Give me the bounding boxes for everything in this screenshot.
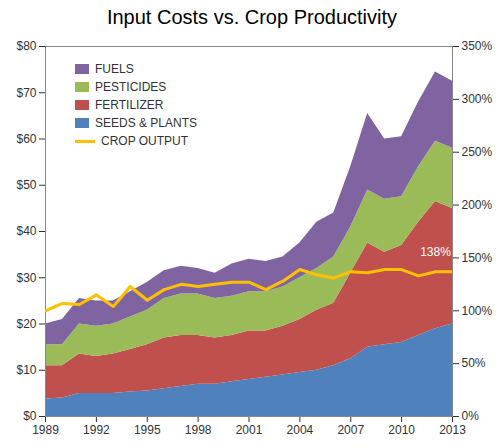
html-text:FERTILIZER: FERTILIZER (95, 98, 164, 112)
svg-text:$10: $10 (16, 363, 36, 377)
svg-text:1998: 1998 (185, 423, 212, 437)
svg-text:$20: $20 (16, 317, 36, 331)
svg-text:2001: 2001 (236, 423, 263, 437)
svg-text:$0: $0 (23, 409, 37, 423)
html-text:SEEDS & PLANTS: SEEDS & PLANTS (95, 116, 197, 130)
svg-text:$70: $70 (16, 86, 36, 100)
svg-text:2010: 2010 (388, 423, 415, 437)
svg-text:1995: 1995 (134, 423, 161, 437)
svg-text:138%: 138% (420, 245, 451, 259)
svg-text:2004: 2004 (287, 423, 314, 437)
svg-text:0%: 0% (462, 409, 480, 423)
html-text:Input Costs vs. Crop Productiv: Input Costs vs. Crop Productivity (106, 6, 397, 28)
html-text:CROP OUTPUT: CROP OUTPUT (101, 134, 189, 148)
svg-text:300%: 300% (462, 92, 493, 106)
svg-text:1989: 1989 (32, 423, 59, 437)
html-text:FUELS: FUELS (95, 62, 134, 76)
svg-text:350%: 350% (462, 39, 493, 53)
svg-text:2007: 2007 (337, 423, 364, 437)
svg-text:$60: $60 (16, 132, 36, 146)
svg-text:$30: $30 (16, 271, 36, 285)
svg-text:200%: 200% (462, 198, 493, 212)
svg-text:250%: 250% (462, 145, 493, 159)
svg-text:$40: $40 (16, 224, 36, 238)
svg-text:$50: $50 (16, 178, 36, 192)
svg-text:$80: $80 (16, 39, 36, 53)
svg-text:2013: 2013 (439, 423, 466, 437)
svg-text:50%: 50% (462, 356, 486, 370)
svg-text:1992: 1992 (83, 423, 110, 437)
svg-text:150%: 150% (462, 251, 493, 265)
html-text:PESTICIDES: PESTICIDES (95, 80, 167, 94)
svg-text:100%: 100% (462, 304, 493, 318)
